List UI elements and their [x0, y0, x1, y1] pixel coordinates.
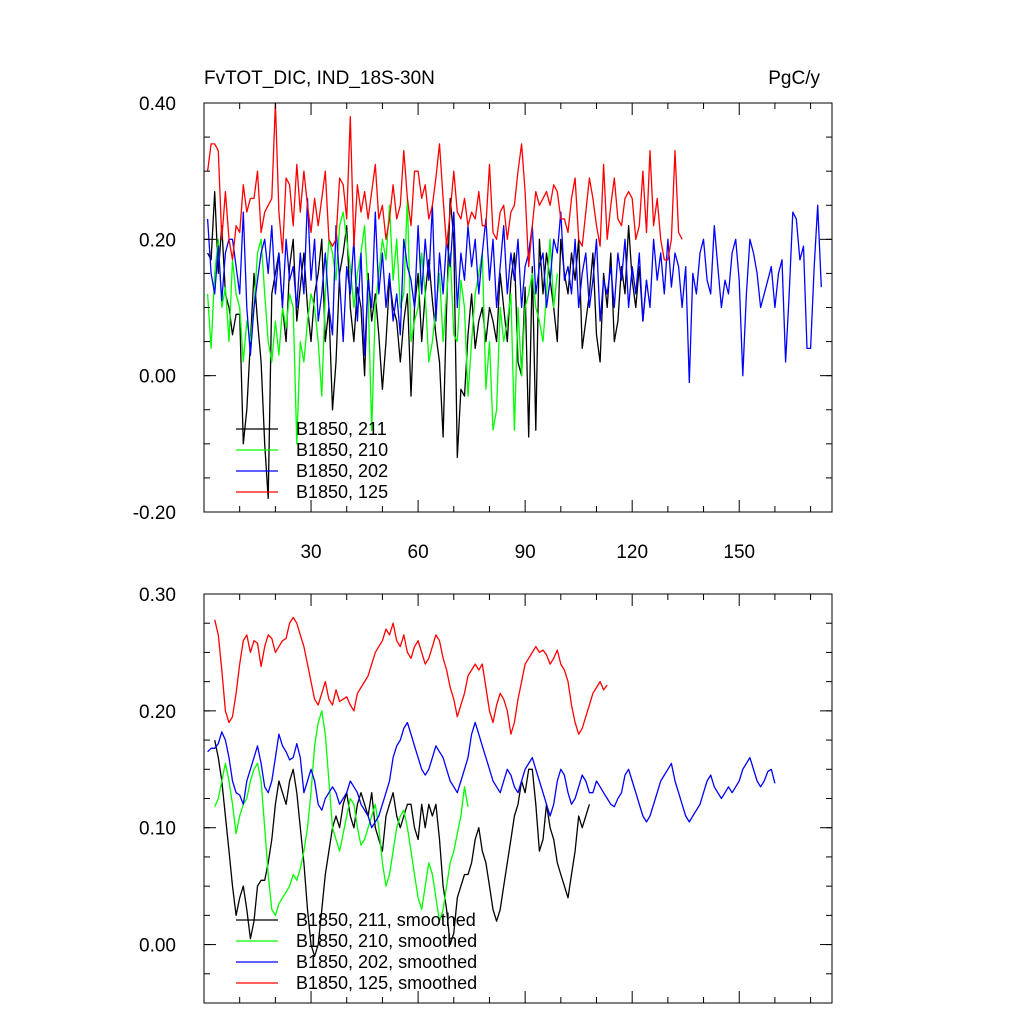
- top-series-line-1: [206, 197, 558, 445]
- top-legend-label-2: B1850, 202: [296, 461, 388, 481]
- top-axis-ticks: -0.20 0.00 0.20 0.40 30 60 90 120 150: [133, 94, 832, 563]
- top-xtick-label-2: 90: [515, 542, 536, 563]
- top-legend-label-3: B1850, 125: [296, 482, 388, 502]
- bottom-series-line-3: [214, 616, 608, 735]
- bottom-series-line-0: [214, 739, 591, 957]
- top-xtick-label-1: 60: [408, 542, 429, 563]
- top-ytick-label-2: 0.20: [139, 230, 176, 251]
- bottom-legend-label-2: B1850, 202, smoothed: [296, 952, 477, 972]
- top-legend-label-1: B1850, 210: [296, 440, 388, 460]
- bottom-ytick-label-1: 0.10: [139, 819, 176, 840]
- top-legend-label-0: B1850, 211: [296, 419, 387, 439]
- top-panel-title: FvTOT_DIC, IND_18S-30N: [204, 68, 435, 89]
- top-xtick-label-0: 30: [300, 542, 321, 563]
- bottom-legend-label-3: B1850, 125, smoothed: [296, 973, 477, 993]
- bottom-series-line-2: [207, 721, 776, 829]
- top-panel-units: PgC/y: [768, 68, 820, 89]
- bottom-series-line-1: [214, 710, 469, 922]
- top-xtick-label-3: 120: [616, 542, 648, 563]
- bottom-series-lines: [207, 616, 776, 957]
- bottom-axis-ticks: 0.00 0.10 0.20 0.30: [139, 585, 832, 1004]
- top-series-line-2: [206, 197, 822, 384]
- bottom-legend-label-0: B1850, 211, smoothed: [296, 910, 476, 930]
- top-ytick-label-0: -0.20: [133, 503, 176, 524]
- top-series-lines: [206, 102, 822, 500]
- top-xtick-label-4: 150: [723, 542, 755, 563]
- bottom-ytick-label-0: 0.00: [139, 936, 176, 957]
- bottom-ytick-label-2: 0.20: [139, 702, 176, 723]
- bottom-legend-label-1: B1850, 210, smoothed: [296, 931, 477, 951]
- bottom-ytick-label-3: 0.30: [139, 585, 176, 606]
- top-ytick-label-3: 0.40: [139, 94, 176, 115]
- top-ytick-label-1: 0.00: [139, 367, 176, 388]
- top-series-line-3: [206, 102, 683, 268]
